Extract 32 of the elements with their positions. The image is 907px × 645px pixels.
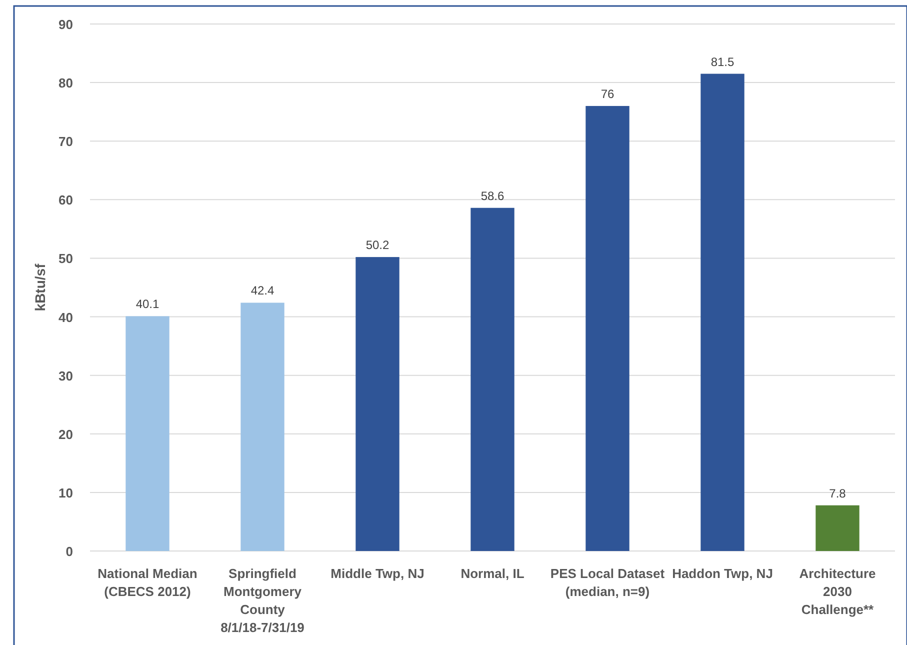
data-label: 81.5 xyxy=(710,54,734,69)
bar xyxy=(586,106,630,551)
data-label: 76 xyxy=(600,86,614,101)
y-tick-label: 10 xyxy=(58,485,73,500)
y-tick-label: 60 xyxy=(58,192,73,208)
x-tick-label: Normal, IL xyxy=(460,566,524,581)
x-tick-label: National Median (CBECS 2012) xyxy=(98,566,198,599)
y-tick-label: 30 xyxy=(58,368,73,384)
bar xyxy=(240,302,284,551)
x-tick-label: Middle Twp, NJ xyxy=(330,566,424,581)
y-tick-label: 90 xyxy=(58,17,73,32)
data-label: 42.4 xyxy=(250,284,274,298)
y-tick-label: 50 xyxy=(58,251,73,266)
data-label: 7.8 xyxy=(829,486,846,500)
y-tick-label: 80 xyxy=(58,76,73,91)
x-tick-label: PES Local Dataset (median, n=9) xyxy=(550,566,666,599)
bar xyxy=(700,74,744,551)
y-tick-label: 70 xyxy=(58,134,73,150)
y-tick-label: 0 xyxy=(66,544,73,559)
bar xyxy=(470,208,514,551)
data-label: 50.2 xyxy=(366,238,390,252)
y-tick-label: 20 xyxy=(58,426,73,442)
data-label: 40.1 xyxy=(136,297,160,312)
x-tick-label: Springfield Montgomery County 8/1/18-7/31/19 xyxy=(220,566,304,635)
bar xyxy=(126,316,170,551)
bar xyxy=(816,505,860,551)
y-tick-label: 40 xyxy=(58,310,73,325)
x-tick-label: Haddon Twp, NJ xyxy=(672,566,773,581)
y-axis-title: kBtu/sf xyxy=(32,263,48,312)
x-tick-label: Architecture 2030 Challenge** xyxy=(799,566,876,617)
data-label: 58.6 xyxy=(480,188,504,203)
bar xyxy=(356,257,400,551)
